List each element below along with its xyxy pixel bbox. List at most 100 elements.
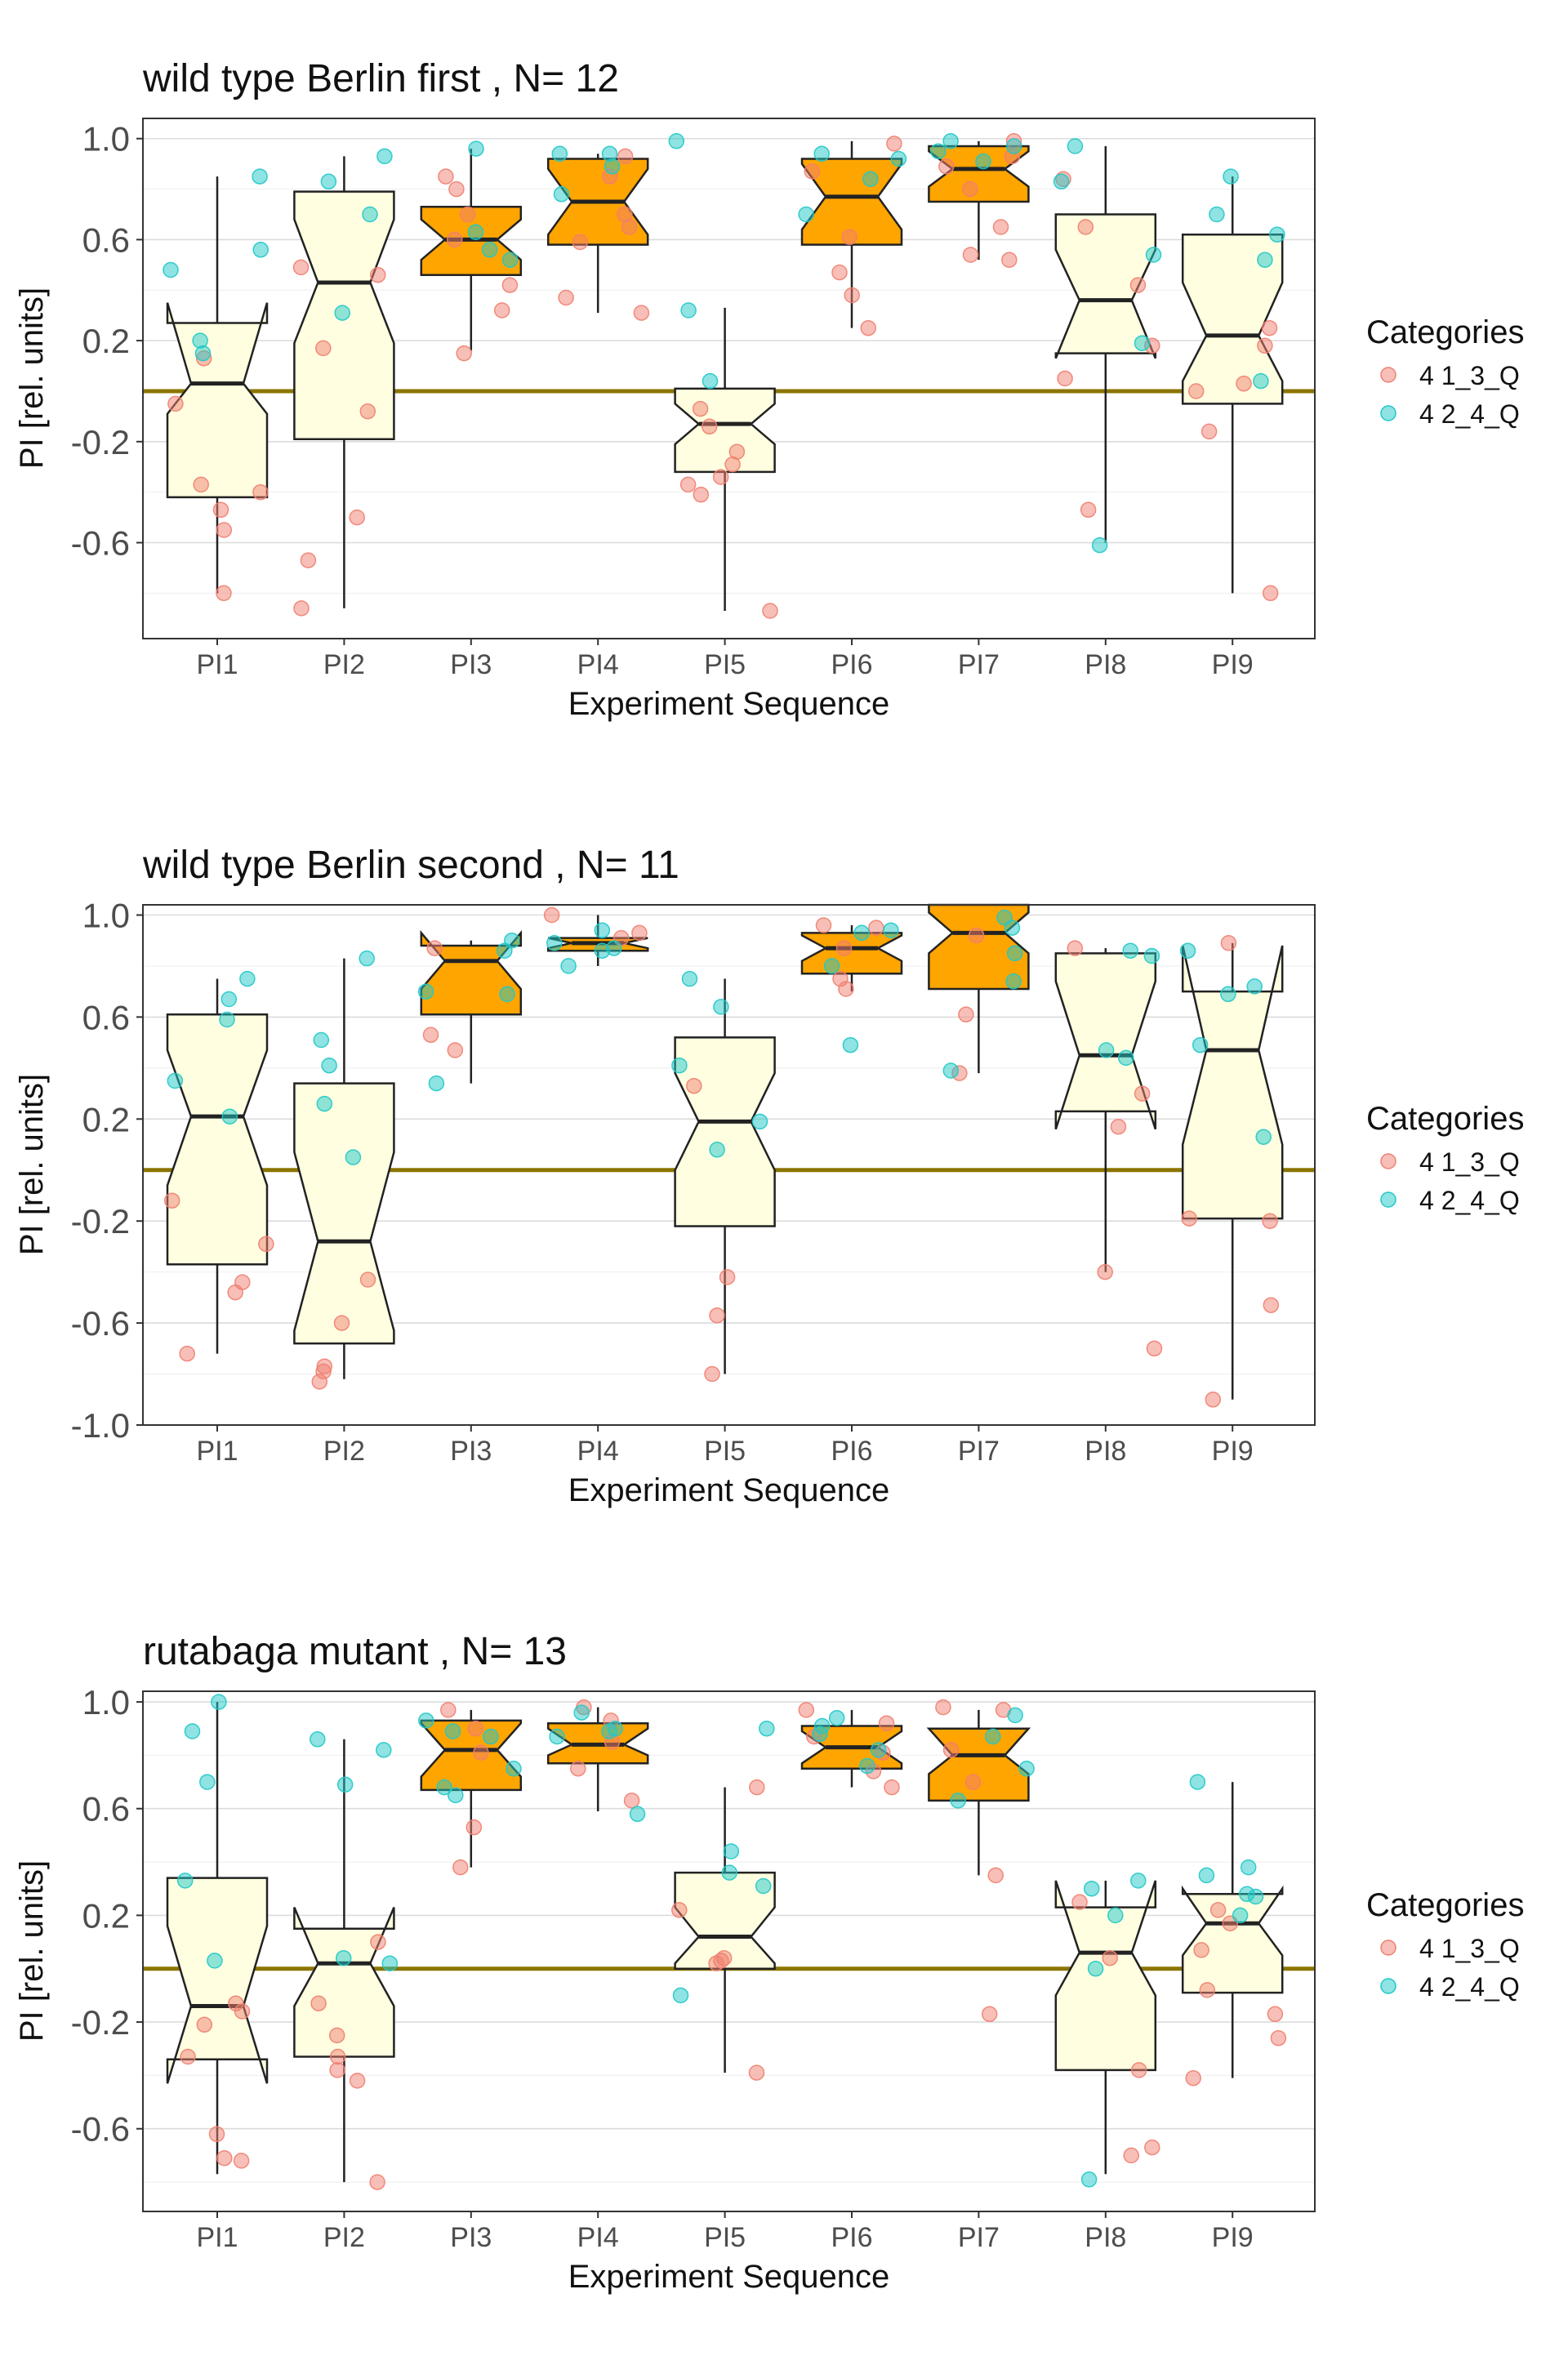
x-tick-label-PI3: PI3 xyxy=(450,2222,492,2253)
data-point xyxy=(964,1774,982,1790)
data-point xyxy=(219,1011,235,1028)
data-point xyxy=(369,266,386,283)
data-point xyxy=(1220,935,1237,951)
y-tick-label: -0.2 xyxy=(71,1202,130,1240)
data-point xyxy=(762,603,778,619)
legend-key-2 xyxy=(1380,405,1396,421)
box-PI1 xyxy=(166,302,269,499)
x-tick-label-PI3: PI3 xyxy=(450,1436,492,1467)
x-tick-label-PI7: PI7 xyxy=(958,2222,1000,2253)
legend: Categories 4 1_3_Q 4 2_4_Q xyxy=(1366,1887,1524,2002)
x-tick-label-PI8: PI8 xyxy=(1085,1436,1126,1467)
data-point xyxy=(179,1345,195,1362)
data-point xyxy=(1091,537,1108,554)
data-point xyxy=(1257,337,1273,354)
data-point xyxy=(693,486,710,503)
data-point xyxy=(1189,1774,1206,1790)
x-tick-label-PI9: PI9 xyxy=(1212,1436,1254,1467)
data-point xyxy=(985,1728,1001,1745)
data-point xyxy=(1145,247,1162,263)
legend-label-2: 4 2_4_Q xyxy=(1419,1186,1520,1215)
box-PI7 xyxy=(926,1727,1031,1802)
data-point xyxy=(418,1712,434,1729)
y-tick-label: 0.2 xyxy=(82,1100,130,1138)
data-point xyxy=(184,1723,201,1739)
data-point xyxy=(1270,2029,1287,2046)
box-PI9 xyxy=(1181,233,1284,405)
data-point xyxy=(381,1955,399,1971)
legend-key-1 xyxy=(1380,367,1396,383)
data-point xyxy=(1220,986,1236,1003)
y-axis-label: PI [rel. units] xyxy=(14,287,50,469)
data-point xyxy=(1067,940,1084,956)
x-tick-label-PI7: PI7 xyxy=(958,1436,1000,1467)
data-point xyxy=(942,1742,960,1758)
data-point xyxy=(167,1072,184,1089)
data-point xyxy=(208,2126,225,2143)
data-point xyxy=(252,483,269,501)
data-point xyxy=(211,1694,227,1710)
data-point xyxy=(938,158,955,175)
data-point xyxy=(724,456,741,473)
legend-title: Categories xyxy=(1366,1887,1524,1923)
data-point xyxy=(216,2149,233,2167)
data-point xyxy=(163,261,179,278)
y-tick-label: 0.6 xyxy=(82,998,130,1036)
x-tick-label-PI7: PI7 xyxy=(958,649,1000,680)
data-point xyxy=(962,247,979,263)
data-point xyxy=(499,986,515,1003)
data-point xyxy=(868,920,884,936)
data-point xyxy=(853,924,870,942)
y-tick-label: 0.2 xyxy=(82,1896,130,1935)
data-point xyxy=(573,1704,590,1721)
data-point xyxy=(428,1075,445,1092)
y-tick-label: 1.0 xyxy=(82,896,130,934)
data-point xyxy=(942,1062,960,1079)
data-point xyxy=(633,305,650,321)
plot-border xyxy=(142,118,1316,639)
box-PI2 xyxy=(293,1907,395,2058)
legend-label-2: 4 2_4_Q xyxy=(1419,1972,1520,2002)
data-point xyxy=(252,168,268,185)
data-point xyxy=(604,158,621,175)
data-point xyxy=(180,2048,196,2065)
data-point xyxy=(167,395,184,412)
data-point xyxy=(679,476,697,493)
y-tick-label: -1.0 xyxy=(71,1406,130,1445)
data-point xyxy=(1098,1042,1115,1058)
data-point xyxy=(709,1142,725,1158)
data-point xyxy=(1004,920,1021,936)
data-point xyxy=(759,1720,775,1737)
data-point xyxy=(1181,1210,1197,1227)
data-point xyxy=(1005,138,1022,154)
data-point xyxy=(1143,947,1160,964)
box-PI9 xyxy=(1181,945,1284,1220)
box-PI7 xyxy=(928,903,1030,991)
data-point xyxy=(1257,252,1273,268)
data-point xyxy=(1144,2139,1160,2156)
data-point xyxy=(163,1192,180,1209)
box-PI8 xyxy=(1054,952,1157,1130)
data-point xyxy=(813,145,830,163)
data-point xyxy=(719,1269,736,1285)
data-point xyxy=(336,1776,354,1793)
data-point xyxy=(886,136,902,152)
data-point xyxy=(1053,173,1070,190)
y-tick-label: -0.6 xyxy=(71,1304,130,1343)
data-point xyxy=(196,2016,213,2033)
data-point xyxy=(828,1709,845,1726)
data-point xyxy=(467,1720,484,1737)
chart-panel-3: rutabaga mutant , N= 13 1.0 0.6 0.2 -0.2 -0.6… xyxy=(14,1630,1524,2295)
data-point xyxy=(681,970,698,987)
data-point xyxy=(252,242,269,258)
data-point xyxy=(422,1027,439,1044)
data-point xyxy=(362,206,378,223)
data-point xyxy=(709,1307,725,1324)
x-tick-label-PI9: PI9 xyxy=(1212,2222,1254,2253)
data-point xyxy=(835,940,853,956)
legend-label-1: 4 1_3_Q xyxy=(1419,1934,1520,1963)
data-point xyxy=(708,1955,724,1971)
x-axis-label: Experiment Sequence xyxy=(568,1472,890,1508)
box-PI1 xyxy=(166,1013,269,1266)
data-point xyxy=(841,229,858,246)
